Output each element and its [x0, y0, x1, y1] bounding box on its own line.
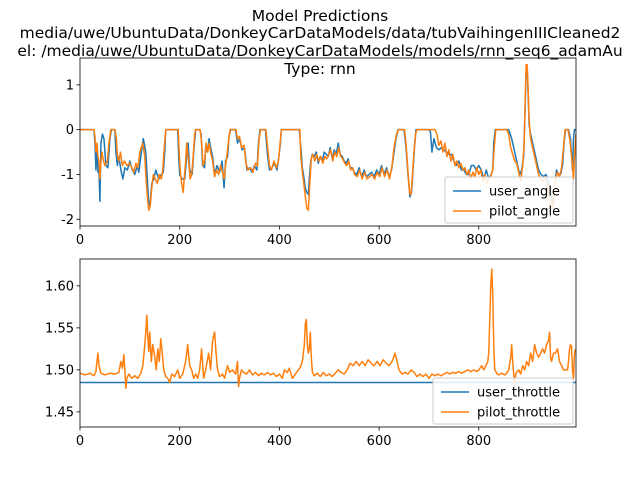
figure-title: Model Predictions — [251, 7, 389, 25]
series-line-pilot-angle — [80, 63, 576, 212]
legend-label: pilot_angle — [489, 205, 560, 220]
x-tick-label: 800 — [466, 434, 491, 449]
legend: user_throttle pilot_throttle — [432, 377, 574, 425]
legend-label: pilot_throttle — [477, 406, 560, 421]
x-tick-label: 200 — [167, 434, 192, 449]
model-type-subtitle: Type: rnn — [284, 60, 356, 78]
axes-frame — [79, 258, 577, 428]
x-tick-label: 800 — [466, 233, 491, 248]
x-tick-label: 600 — [367, 233, 392, 248]
model-path-subtitle: el: /media/uwe/UbuntuData/DonkeyCarDataM… — [17, 42, 623, 60]
y-tick-label: 0 — [66, 123, 74, 138]
x-tick-label: 600 — [367, 434, 392, 449]
x-tick-label: 0 — [76, 233, 84, 248]
throttle-subplot: 0 200 400 600 800 1.45 1.50 1.55 1.60 user_thrott… — [45, 258, 577, 449]
y-tick-label: -1 — [61, 168, 74, 183]
y-tick-label: 1 — [66, 78, 74, 93]
y-tick-label: 1.50 — [45, 363, 74, 378]
y-tick-label: 1.60 — [45, 279, 74, 294]
data-path-subtitle: media/uwe/UbuntuData/DonkeyCarDataModels… — [19, 24, 621, 42]
x-tick-label: 400 — [267, 434, 292, 449]
x-tick-label: 200 — [167, 233, 192, 248]
angle-subplot: 0 200 400 600 800 -2 -1 0 1 user_angle pilot_angle — [61, 57, 577, 248]
series-line-pilot-throttle — [80, 268, 576, 390]
legend-label: user_throttle — [477, 386, 560, 401]
y-tick-label: 1.45 — [45, 405, 74, 420]
y-tick-label: -2 — [61, 213, 74, 228]
x-tick-label: 0 — [76, 434, 84, 449]
y-tick-label: 1.55 — [45, 321, 74, 336]
legend: user_angle pilot_angle — [444, 176, 574, 224]
legend-label: user_angle — [489, 185, 560, 200]
axes-frame — [79, 57, 577, 227]
series-line-user-angle — [80, 66, 576, 207]
x-tick-label: 400 — [267, 233, 292, 248]
